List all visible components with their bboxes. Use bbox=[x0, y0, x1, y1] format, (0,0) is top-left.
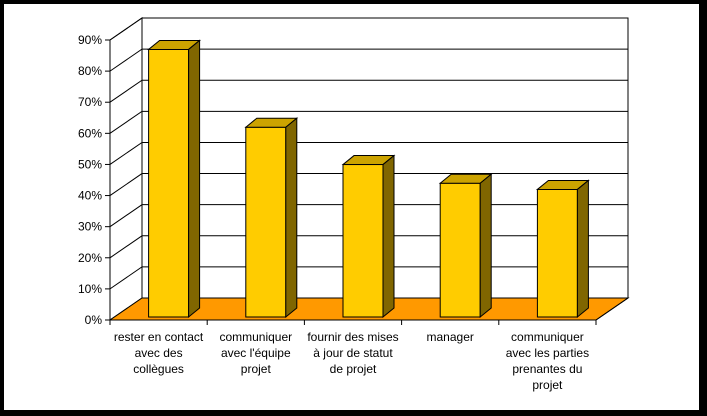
x-category-label: communiquer avec les parties prenantes du p… bbox=[506, 330, 589, 392]
bar-front bbox=[342, 164, 384, 318]
x-category-label-line: rester en contact bbox=[114, 330, 204, 344]
bar-side bbox=[382, 154, 395, 319]
bar-front bbox=[245, 126, 287, 318]
x-category-label-line: manager bbox=[427, 330, 474, 344]
x-category-label-line: projet bbox=[241, 362, 272, 376]
x-category-label-line: avec les parties bbox=[506, 346, 589, 360]
x-category-label: communiquer avec l'équipe projet bbox=[219, 330, 292, 376]
x-category-label: rester en contact avec des collègues bbox=[114, 330, 204, 376]
y-tick-label: 90% bbox=[78, 33, 102, 47]
y-tick-label: 80% bbox=[78, 64, 102, 78]
bar bbox=[244, 117, 299, 319]
x-category-label-line: prenantes du bbox=[512, 362, 582, 376]
x-category-label-line: communiquer bbox=[511, 330, 584, 344]
bar bbox=[147, 39, 202, 319]
axes bbox=[109, 40, 629, 321]
y-tick-label: 40% bbox=[78, 189, 102, 203]
x-category-label-line: communiquer bbox=[219, 330, 292, 344]
x-category-label-line: de projet bbox=[330, 362, 377, 376]
y-tick-label: 60% bbox=[78, 126, 102, 140]
y-tick-label: 30% bbox=[78, 220, 102, 234]
bar-front bbox=[536, 188, 578, 318]
x-category-label-line: à jour de statut bbox=[313, 346, 393, 360]
x-category-label-line: avec l'équipe bbox=[221, 346, 291, 360]
x-category-label-line: collègues bbox=[133, 362, 184, 376]
x-category-label-line: projet bbox=[532, 378, 563, 392]
gridline bbox=[109, 110, 628, 134]
x-axis-labels: rester en contact avec des collègues commun… bbox=[109, 320, 597, 392]
y-tick-label: 10% bbox=[78, 282, 102, 296]
floor-edge bbox=[595, 297, 629, 321]
bar-chart: 0% 10% 20% 30% 40% 50% 60% 70% 80% 90% rester en … bbox=[78, 17, 630, 392]
bar-side bbox=[285, 117, 298, 319]
bar bbox=[341, 154, 396, 319]
gridline bbox=[109, 173, 628, 196]
gridline bbox=[109, 17, 628, 41]
y-tick-label: 20% bbox=[78, 251, 102, 265]
bar bbox=[438, 173, 493, 319]
bar-side bbox=[188, 39, 201, 319]
bar bbox=[535, 179, 590, 319]
bar-front bbox=[439, 182, 481, 318]
chart-frame: 0% 10% 20% 30% 40% 50% 60% 70% 80% 90% rester en … bbox=[4, 4, 699, 410]
bars bbox=[147, 39, 590, 319]
bar-side bbox=[479, 173, 492, 319]
y-tick-label: 70% bbox=[78, 95, 102, 109]
gridline bbox=[109, 48, 628, 72]
x-category-label-line: fournir des mises bbox=[307, 330, 398, 344]
x-category-label: manager bbox=[427, 330, 474, 344]
x-category-label: fournir des mises à jour de statut de proj… bbox=[307, 330, 398, 376]
side-wall bbox=[109, 17, 143, 321]
y-tick-label: 0% bbox=[85, 313, 103, 327]
gridline bbox=[109, 79, 628, 103]
bar-front bbox=[148, 48, 190, 318]
gridline bbox=[109, 141, 628, 165]
bar-side bbox=[576, 179, 589, 319]
x-category-label-line: avec des bbox=[135, 346, 183, 360]
y-tick-label: 50% bbox=[78, 157, 102, 171]
y-axis-ticks: 0% 10% 20% 30% 40% 50% 60% 70% 80% 90% bbox=[78, 33, 110, 327]
